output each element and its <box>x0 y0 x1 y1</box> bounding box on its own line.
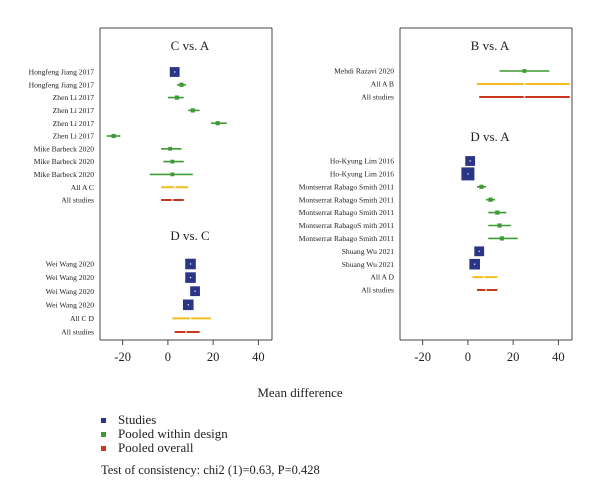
row-label: Hongfeng Jiang 2017 <box>29 68 95 77</box>
row-label: All C D <box>70 314 95 323</box>
consistency-test-text: Test of consistency: chi2 (1)=0.63, P=0.… <box>101 463 320 477</box>
point-estimate-dot <box>189 263 192 265</box>
forest-panel: C vs. A Hongfeng Jiang 2017 Hongfeng Jiang… <box>29 38 227 205</box>
x-tick-label: 20 <box>207 350 220 364</box>
pooled-within-marker <box>111 133 116 139</box>
summary-estimate-dot <box>523 83 526 85</box>
forest-panel: B vs. A Mehdi Razavi 2020 All A B All studi… <box>334 38 570 102</box>
point-estimate-dot <box>473 263 476 265</box>
pooled-within-marker <box>488 197 493 202</box>
legend-label: Pooled overall <box>118 440 194 455</box>
row-label: Wei Wang 2020 <box>46 260 95 269</box>
pooled-within-marker <box>497 223 502 228</box>
panel-title: D vs. C <box>170 228 209 243</box>
summary-estimate-dot <box>173 186 176 189</box>
x-tick-label: 0 <box>465 350 471 364</box>
summary-estimate-dot <box>189 317 192 320</box>
left-panel: -20 0 20 40 C vs. A Hongfeng Jiang 2017 Hongfe… <box>29 27 273 364</box>
pooled-within-marker <box>168 146 173 151</box>
legend-label: Pooled within design <box>118 426 228 441</box>
pooled-within-marker <box>174 95 180 100</box>
x-tick-label: -20 <box>414 350 431 364</box>
row-label: Zhen Li 2017 <box>53 132 95 141</box>
pooled-within-marker <box>522 69 527 73</box>
point-estimate-dot <box>478 250 480 252</box>
row-label: All studies <box>61 328 94 337</box>
row-label: Shuang Wu 2021 <box>342 260 394 269</box>
forest-panel: D vs. A Ho-Kyung Lim 2016 Ho-Kyung Lim 201… <box>299 129 518 295</box>
row-label: Zhen Li 2017 <box>53 119 95 128</box>
pooled-within-marker <box>179 82 184 87</box>
row-label: Mehdi Razavi 2020 <box>334 67 394 76</box>
forest-panel: D vs. C Wei Wang 2020 Wei Wang 2020 Wei Wan… <box>46 228 211 337</box>
row-label: Zhen Li 2017 <box>53 106 95 115</box>
row-label: Wei Wang 2020 <box>46 300 95 309</box>
summary-estimate-dot <box>485 289 487 291</box>
row-label: Wei Wang 2020 <box>46 273 95 282</box>
point-estimate-dot <box>194 290 196 292</box>
row-label: Ho-Kyung Lim 2016 <box>330 170 394 179</box>
row-label: Montserrat Rabago Smith 2011 <box>299 208 394 217</box>
x-tick-label: 20 <box>507 350 520 364</box>
x-tick-label: 0 <box>165 350 171 364</box>
x-axis-title: Mean difference <box>257 385 343 400</box>
row-label: Montserrat RabagoS mith 2011 <box>299 221 394 230</box>
row-label: All studies <box>361 93 394 102</box>
pooled-within-marker <box>495 210 500 215</box>
row-label: Shuang Wu 2021 <box>342 247 394 256</box>
row-label: Mike Barbeck 2020 <box>34 157 95 166</box>
x-tick-label: -20 <box>114 350 131 364</box>
point-estimate-dot <box>467 173 469 175</box>
row-label: Mike Barbeck 2020 <box>34 144 95 153</box>
pooled-within-marker <box>190 108 195 113</box>
row-label: Montserrat Rabago Smith 2011 <box>299 182 394 191</box>
summary-estimate-dot <box>523 96 526 98</box>
row-label: Mike Barbeck 2020 <box>34 170 95 179</box>
panel-title: B vs. A <box>471 38 510 53</box>
x-tick-label: 40 <box>552 350 565 364</box>
row-label: All A C <box>71 183 94 192</box>
row-label: All studies <box>361 286 394 295</box>
row-label: Montserrat Rabago Smith 2011 <box>299 234 394 243</box>
pooled-within-marker <box>170 159 175 164</box>
row-label: All A D <box>370 273 394 282</box>
row-label: Zhen Li 2017 <box>53 93 95 102</box>
panel-title: C vs. A <box>171 38 210 53</box>
panel-title: D vs. A <box>470 129 510 144</box>
pooled-within-marker <box>215 121 220 126</box>
summary-estimate-dot <box>482 276 485 279</box>
point-estimate-dot <box>469 160 471 162</box>
point-estimate-dot <box>187 304 189 306</box>
point-estimate-dot <box>173 71 176 73</box>
legend-label: Studies <box>118 412 156 427</box>
row-label: Hongfeng Jiang 2017 <box>29 80 95 89</box>
row-label: All studies <box>61 196 94 205</box>
pooled-within-marker <box>499 236 504 241</box>
row-label: Wei Wang 2020 <box>46 287 95 296</box>
summary-estimate-dot <box>185 331 187 333</box>
row-label: Ho-Kyung Lim 2016 <box>330 157 394 166</box>
legend-swatch <box>101 418 106 423</box>
point-estimate-dot <box>189 276 192 279</box>
row-label: Montserrat Rabago Smith 2011 <box>299 195 394 204</box>
legend-swatch <box>101 446 106 451</box>
summary-estimate-dot <box>171 199 174 201</box>
legend-swatch <box>101 432 106 437</box>
x-tick-label: 40 <box>252 350 265 364</box>
pooled-within-marker <box>479 184 484 189</box>
row-label: All A B <box>371 80 394 89</box>
right-panel: -20 0 20 40 B vs. A Mehdi Razavi 2020 All A B A… <box>299 27 573 364</box>
pooled-within-marker <box>170 172 175 177</box>
